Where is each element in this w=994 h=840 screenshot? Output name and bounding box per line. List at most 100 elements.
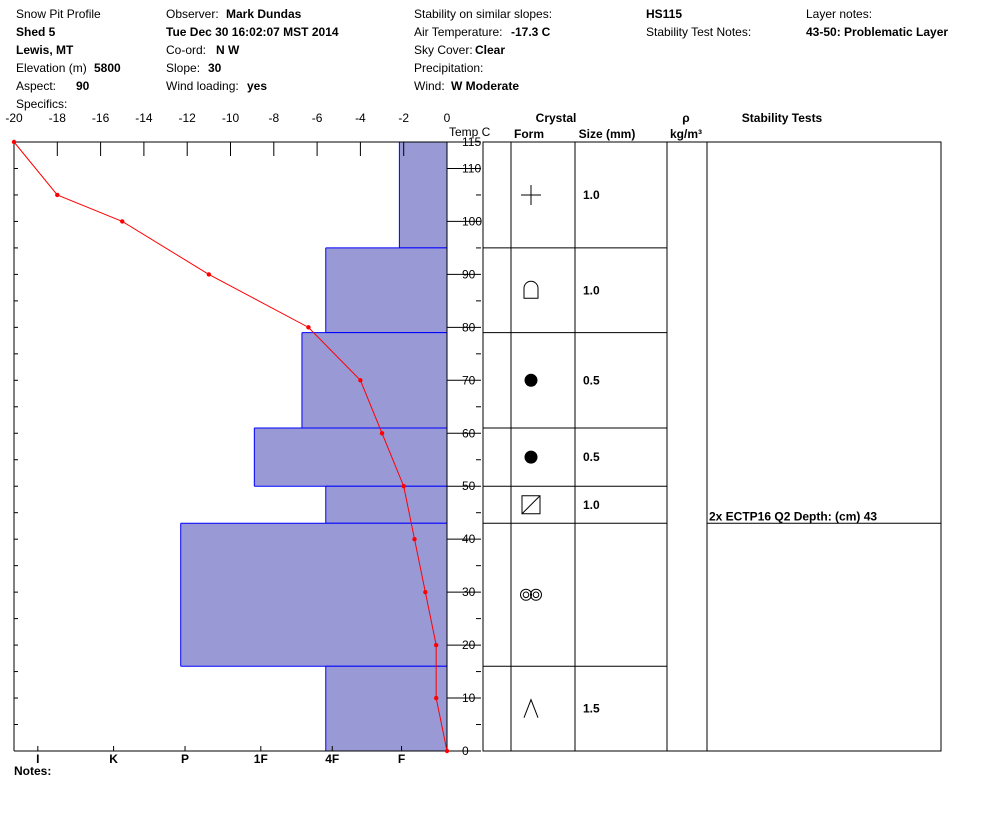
hardness-bars	[180, 141, 447, 752]
crystal-size-1: 1.0	[583, 283, 600, 297]
specifics-label: Specifics:	[16, 97, 68, 111]
temperature-point-0	[11, 139, 17, 145]
air-temp-value: -17.3 C	[511, 25, 551, 39]
crystal-size-2: 0.5	[583, 373, 600, 387]
hs-value: HS115	[646, 7, 683, 21]
depth-tick-label-2: 20	[462, 638, 476, 652]
temperature-point-7	[401, 484, 406, 489]
temp-tick-label-3: -14	[135, 111, 153, 125]
chart-labels: -20 -18 -16 -14 -12 -10 -8 -6 -4 -2 00102030405060…	[5, 111, 877, 766]
temperature-point-1	[55, 192, 60, 198]
stability-test-0: 2x ECTP16 Q2 Depth: (cm) 43	[709, 509, 877, 523]
hardness-label-1: K	[109, 752, 118, 766]
crystal-size-3: 0.5	[583, 450, 600, 464]
depth-tick-label-3: 30	[462, 585, 476, 599]
hardness-label-5: F	[398, 752, 405, 766]
temp-tick-label-9: -2	[398, 111, 409, 125]
temp-tick-label-6: -8	[268, 111, 279, 125]
melt-forms-5-icon-outer-0	[520, 588, 532, 601]
hardness-label-3: 1F	[254, 752, 268, 766]
rho-header: ρ	[682, 111, 689, 125]
hardness-bar-0	[399, 142, 447, 248]
temperature-point-12	[444, 748, 450, 754]
faceted-crystals-4-icon-box	[521, 495, 541, 515]
depth-tick-label-9: 90	[462, 267, 476, 281]
size-header: Size (mm)	[579, 127, 636, 141]
depth-tick-label-4: 40	[462, 532, 476, 546]
temp-tick-label-0: -20	[5, 111, 23, 125]
hardness-bar-2	[301, 332, 447, 428]
hardness-label-0: I	[36, 752, 39, 766]
depth-tick-label-10: 100	[462, 214, 482, 228]
depth-tick-label-1: 10	[462, 691, 476, 705]
stability-test-notes-label: Stability Test Notes:	[646, 25, 752, 39]
wind-value: W Moderate	[451, 79, 520, 93]
temperature-point-4	[306, 325, 311, 330]
melt-forms-5-icon-inner-1	[532, 591, 540, 599]
temperature-point-6	[379, 431, 385, 436]
temperature-point-3	[206, 272, 212, 277]
observer-label: Observer:	[166, 7, 219, 21]
wind-loading-value: yes	[247, 79, 268, 93]
wind-loading-label: Wind loading:	[166, 79, 239, 93]
stability-similar-label: Stability on similar slopes:	[414, 7, 553, 21]
precip-label: Precipitation:	[414, 61, 484, 75]
table-frame	[482, 141, 942, 752]
depth-tick-label-5: 50	[462, 479, 476, 493]
temp-tick-label-4: -12	[179, 111, 197, 125]
rounded-grains-3-icon	[524, 450, 538, 464]
stability-tests-header: Stability Tests	[742, 111, 823, 125]
temperature-profile	[11, 139, 450, 754]
temp-tick-label-1: -18	[49, 111, 67, 125]
hardness-label-2: P	[181, 752, 189, 766]
depth-tick-label-0: 0	[462, 744, 469, 758]
depth-tick-label-11: 110	[462, 161, 481, 175]
faceted-crystals-4-icon	[521, 495, 541, 515]
rounded-grains-2-icon	[524, 373, 538, 387]
temp-axis-label: Temp C	[449, 125, 491, 139]
depth-tick-label-7: 70	[462, 373, 476, 387]
temperature-point-2	[120, 219, 125, 224]
form-header: Form	[514, 127, 544, 141]
coord-value: N W	[216, 43, 240, 57]
depth-tick-label-6: 60	[462, 426, 476, 440]
location: Lewis, MT	[16, 43, 74, 57]
aspect-value: 90	[76, 79, 90, 93]
melt-forms-5-icon	[520, 588, 542, 601]
air-temp-label: Air Temperature:	[414, 25, 503, 39]
notes-label: Notes:	[14, 764, 52, 778]
rho-unit-header: kg/m³	[670, 127, 702, 141]
temperature-point-9	[423, 589, 428, 595]
temp-tick-label-8: -4	[355, 111, 366, 125]
temp-tick-label-7: -6	[312, 111, 323, 125]
decomposing-fragments-1-icon	[523, 280, 539, 299]
profile-label: Snow Pit Profile	[16, 7, 101, 21]
temperature-point-11	[433, 695, 439, 701]
temp-tick-label-5: -10	[222, 111, 240, 125]
crystal-table	[482, 141, 942, 752]
depth-tick-label-8: 80	[462, 320, 476, 334]
hardness-bar-5	[180, 523, 447, 667]
sky-cover-label: Sky Cover:	[414, 43, 473, 57]
observer-value: Mark Dundas	[226, 7, 302, 21]
depth-hoar-6-icon-caret	[523, 698, 539, 718]
temperature-point-5	[358, 378, 363, 383]
sky-cover-value: Clear	[475, 43, 506, 57]
layer-notes-label: Layer notes:	[806, 7, 873, 21]
temperature-point-8	[412, 536, 417, 542]
coord-label: Co-ord:	[166, 43, 207, 57]
hardness-bar-6	[325, 666, 447, 751]
depth-hoar-6-icon	[523, 698, 539, 718]
depth-tick-label-12: 115	[462, 135, 481, 149]
chart-axes	[13, 141, 481, 752]
date-value: Tue Dec 30 16:02:07 MST 2014	[166, 25, 339, 39]
rounded-grains-3-icon-dot	[524, 450, 538, 464]
pit-name: Shed 5	[16, 25, 56, 39]
crystal-size-0: 1.0	[583, 188, 600, 202]
aspect-label: Aspect:	[16, 79, 57, 93]
hardness-bar-3	[254, 427, 447, 487]
hardness-label-4: 4F	[325, 752, 339, 766]
melt-forms-5-icon-inner-0	[522, 591, 530, 599]
crystal-header: Crystal	[536, 111, 577, 125]
faceted-crystals-4-icon-diag	[521, 495, 541, 515]
